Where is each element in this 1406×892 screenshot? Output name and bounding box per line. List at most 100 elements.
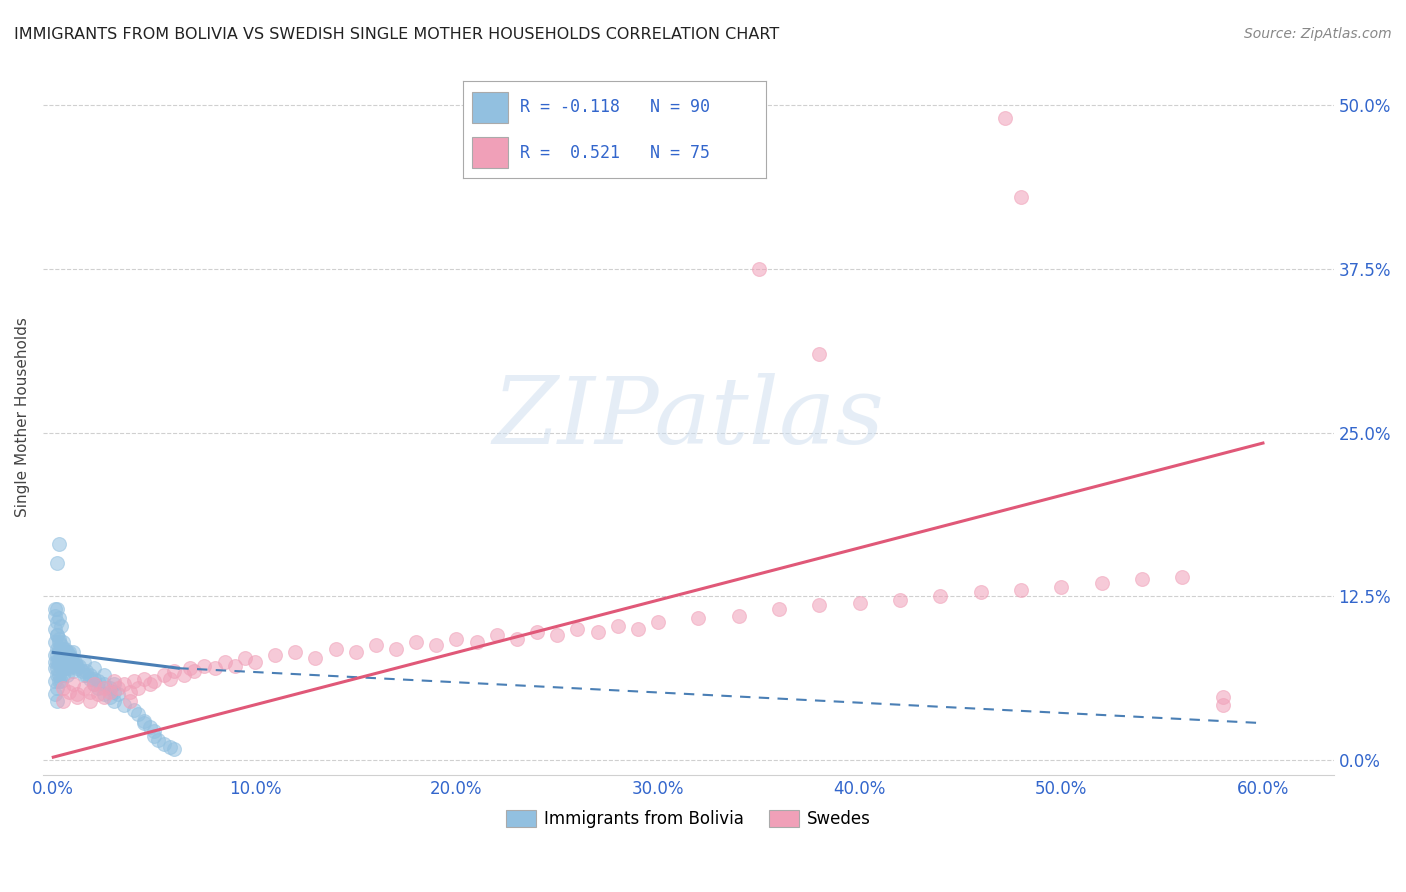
Point — [86, 687, 108, 701]
Text: ZIPatlas: ZIPatlas — [492, 373, 884, 463]
Point — [79, 667, 101, 681]
Point — [768, 602, 790, 616]
Point — [58, 648, 80, 662]
Point — [56, 645, 79, 659]
Point — [72, 681, 94, 695]
Point — [143, 729, 166, 743]
Point — [46, 681, 69, 695]
Point — [46, 602, 69, 616]
Point — [103, 694, 125, 708]
Point — [385, 641, 408, 656]
Point — [53, 661, 76, 675]
Point — [970, 585, 993, 599]
Point — [48, 611, 70, 625]
Text: IMMIGRANTS FROM BOLIVIA VS SWEDISH SINGLE MOTHER HOUSEHOLDS CORRELATION CHART: IMMIGRANTS FROM BOLIVIA VS SWEDISH SINGL… — [14, 27, 779, 42]
Point — [48, 537, 70, 551]
Point — [688, 611, 710, 625]
Point — [83, 661, 105, 675]
Point — [53, 641, 76, 656]
Point — [60, 650, 83, 665]
Point — [1010, 582, 1032, 597]
Point — [46, 667, 69, 681]
Point — [485, 628, 508, 642]
Point — [48, 655, 70, 669]
Point — [52, 667, 75, 681]
Point — [132, 714, 155, 728]
Text: Source: ZipAtlas.com: Source: ZipAtlas.com — [1244, 27, 1392, 41]
Point — [1050, 580, 1073, 594]
Point — [98, 690, 121, 704]
Point — [98, 681, 121, 695]
Point — [46, 694, 69, 708]
Point — [48, 632, 70, 647]
Point — [44, 687, 66, 701]
Point — [586, 624, 609, 639]
Point — [46, 655, 69, 669]
Point — [405, 635, 427, 649]
Point — [233, 650, 256, 665]
Point — [446, 632, 468, 647]
Point — [86, 674, 108, 689]
Point — [567, 622, 589, 636]
Point — [848, 596, 870, 610]
Point — [52, 635, 75, 649]
Point — [139, 720, 162, 734]
Point — [122, 674, 145, 689]
Point — [122, 703, 145, 717]
Point — [51, 661, 73, 675]
Point — [83, 677, 105, 691]
Point — [66, 658, 89, 673]
Point — [75, 664, 97, 678]
Point — [62, 677, 84, 691]
Point — [808, 599, 831, 613]
Point — [112, 677, 135, 691]
Point — [93, 677, 115, 691]
Point — [93, 687, 115, 701]
Point — [52, 641, 75, 656]
Point — [66, 661, 89, 675]
Point — [325, 641, 347, 656]
Point — [51, 638, 73, 652]
Point — [243, 655, 266, 669]
Point — [46, 628, 69, 642]
Point — [65, 655, 87, 669]
Point — [1171, 569, 1194, 583]
Point — [103, 684, 125, 698]
Y-axis label: Single Mother Households: Single Mother Households — [15, 318, 30, 517]
Point — [44, 635, 66, 649]
Point — [1091, 576, 1114, 591]
Point — [173, 667, 195, 681]
Point — [52, 655, 75, 669]
Point — [889, 593, 911, 607]
Point — [193, 658, 215, 673]
Point — [79, 684, 101, 698]
Point — [93, 681, 115, 695]
Point — [143, 674, 166, 689]
Point — [1010, 190, 1032, 204]
Point — [51, 619, 73, 633]
Point — [44, 602, 66, 616]
Point — [48, 641, 70, 656]
Point — [93, 690, 115, 704]
Point — [44, 661, 66, 675]
Point — [132, 716, 155, 731]
Point — [56, 667, 79, 681]
Point — [153, 737, 176, 751]
Point — [75, 667, 97, 681]
Point — [118, 694, 141, 708]
Point — [344, 645, 367, 659]
Point — [153, 667, 176, 681]
Point — [127, 706, 149, 721]
Point — [46, 648, 69, 662]
Point — [46, 557, 69, 571]
Point — [48, 635, 70, 649]
Point — [183, 664, 205, 678]
Point — [143, 723, 166, 738]
Point — [159, 672, 181, 686]
Point — [465, 635, 488, 649]
Point — [62, 645, 84, 659]
Point — [808, 347, 831, 361]
Point — [139, 677, 162, 691]
Point — [86, 681, 108, 695]
Point — [304, 650, 326, 665]
